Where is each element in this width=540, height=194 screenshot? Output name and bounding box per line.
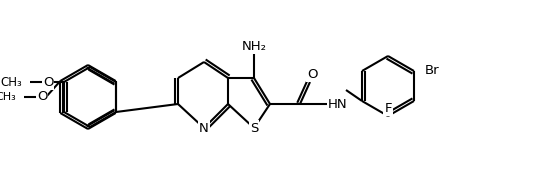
Text: N: N [199, 121, 209, 134]
Text: NH₂: NH₂ [241, 40, 267, 53]
Text: CH₃: CH₃ [0, 75, 22, 88]
Text: Br: Br [424, 64, 440, 77]
Text: S: S [250, 121, 258, 134]
Text: F: F [384, 101, 391, 114]
Text: O: O [43, 75, 53, 88]
Text: HN: HN [328, 98, 348, 111]
Text: O: O [37, 90, 48, 104]
Text: CH₃: CH₃ [0, 92, 16, 102]
Text: O: O [307, 68, 318, 81]
